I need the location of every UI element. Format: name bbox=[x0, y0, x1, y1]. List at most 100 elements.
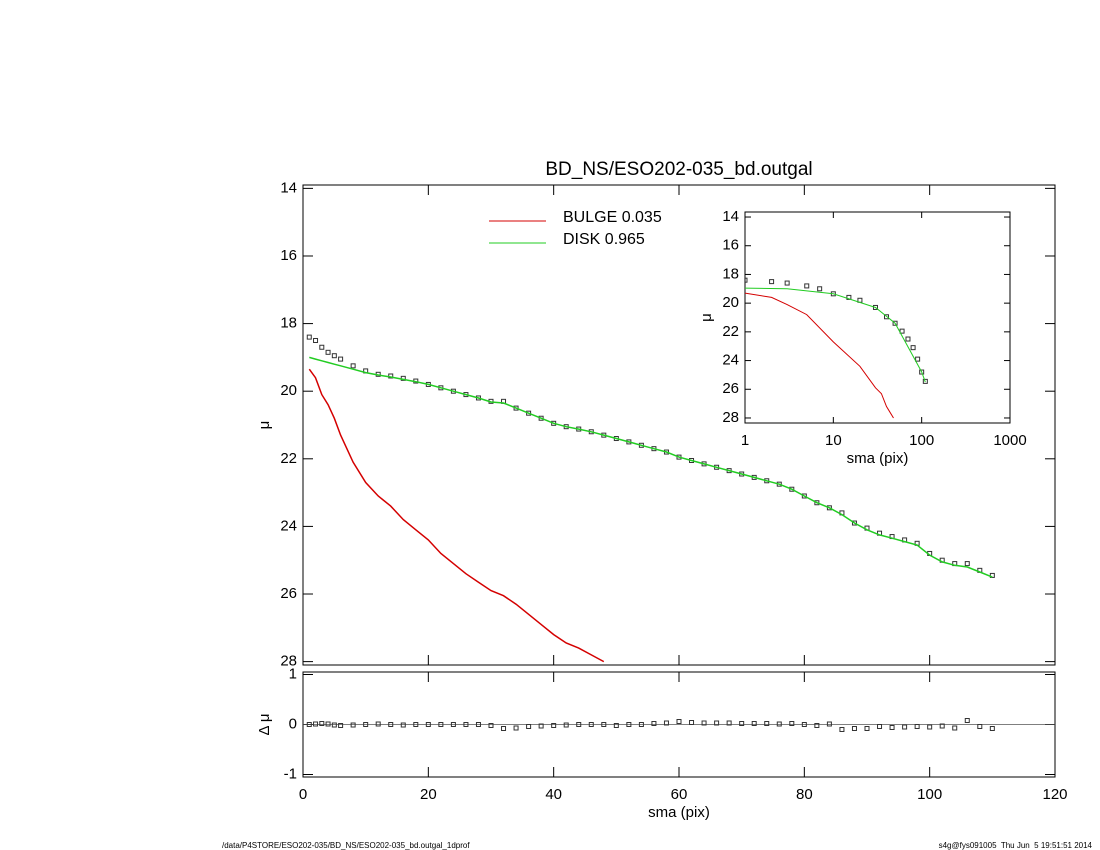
data-point bbox=[902, 724, 908, 730]
data-point bbox=[319, 344, 325, 350]
data-point bbox=[905, 336, 911, 342]
data-point bbox=[701, 720, 707, 726]
data-point bbox=[388, 722, 394, 727]
x-tick-label: 0 bbox=[299, 786, 307, 803]
y-tick-label: 14 bbox=[280, 179, 297, 196]
model-line bbox=[745, 287, 926, 383]
data-point bbox=[676, 719, 682, 724]
data-point bbox=[826, 505, 832, 511]
data-point bbox=[739, 721, 745, 726]
plot-area bbox=[306, 334, 995, 663]
data-point bbox=[350, 722, 356, 728]
data-point bbox=[319, 721, 325, 726]
y-tick-label: 18 bbox=[722, 265, 739, 282]
x-tick-label: 1 bbox=[741, 432, 749, 449]
model-line bbox=[309, 356, 993, 578]
data-point bbox=[826, 721, 832, 727]
data-point bbox=[651, 721, 657, 726]
data-point bbox=[588, 722, 594, 727]
y-tick-label: 16 bbox=[722, 237, 739, 254]
y-tick-label: 28 bbox=[722, 409, 739, 426]
x-tick-label: 80 bbox=[796, 786, 813, 803]
data-point bbox=[851, 520, 857, 526]
data-point bbox=[350, 363, 356, 369]
model-line bbox=[745, 292, 894, 419]
y-axis-label: μ bbox=[256, 421, 273, 430]
x-tick-label: 1000 bbox=[993, 432, 1026, 449]
y-tick-label: 16 bbox=[280, 247, 297, 264]
data-point bbox=[463, 722, 469, 727]
chart-title: BD_NS/ESO202-035_bd.outgal bbox=[545, 159, 812, 180]
y-tick-label: 0 bbox=[289, 715, 297, 732]
data-point bbox=[313, 721, 319, 727]
data-point bbox=[952, 725, 958, 731]
plot-area bbox=[306, 718, 995, 732]
model-line bbox=[308, 368, 605, 663]
data-point bbox=[817, 286, 823, 292]
x-tick-label: 120 bbox=[1042, 786, 1067, 803]
x-tick-label: 20 bbox=[420, 786, 437, 803]
data-point bbox=[576, 722, 582, 727]
data-point bbox=[513, 725, 519, 731]
data-point bbox=[889, 725, 895, 730]
data-point bbox=[910, 345, 916, 351]
data-point bbox=[915, 356, 921, 362]
y-tick-label: 26 bbox=[722, 380, 739, 397]
y-axis-label: μ bbox=[698, 313, 715, 322]
y-axis-label: Δ μ bbox=[256, 713, 273, 735]
x-tick-label: 60 bbox=[671, 786, 688, 803]
data-point bbox=[526, 724, 532, 729]
data-point bbox=[892, 320, 898, 326]
data-point bbox=[851, 726, 857, 731]
data-point bbox=[964, 561, 970, 567]
legend-label: DISK 0.965 bbox=[563, 231, 645, 248]
data-point bbox=[338, 723, 344, 728]
plot-frame bbox=[744, 211, 1011, 424]
data-point bbox=[475, 722, 481, 727]
data-point bbox=[638, 722, 644, 727]
data-point bbox=[801, 493, 807, 499]
data-point bbox=[331, 353, 337, 359]
data-point bbox=[884, 314, 890, 320]
y-tick-label: 24 bbox=[280, 517, 297, 534]
y-tick-label: 1 bbox=[289, 665, 297, 682]
footer-left: /data/P4STORE/ESO202-035/BD_NS/ESO202-03… bbox=[222, 841, 470, 850]
y-tick-label: 18 bbox=[280, 315, 297, 332]
data-point bbox=[764, 721, 770, 726]
data-point bbox=[927, 724, 933, 730]
y-tick-label: 22 bbox=[280, 450, 297, 467]
x-tick-label: 40 bbox=[545, 786, 562, 803]
data-point bbox=[939, 723, 945, 729]
y-tick-label: 26 bbox=[280, 585, 297, 602]
data-point bbox=[601, 722, 607, 727]
data-point bbox=[801, 722, 807, 727]
data-point bbox=[804, 283, 810, 289]
data-point bbox=[325, 349, 331, 355]
data-point bbox=[714, 720, 720, 726]
data-point bbox=[977, 724, 983, 729]
data-point bbox=[626, 722, 632, 727]
data-point bbox=[864, 726, 870, 731]
data-point bbox=[745, 277, 748, 283]
legend-label: BULGE 0.035 bbox=[563, 209, 662, 226]
data-point bbox=[726, 720, 732, 726]
data-point bbox=[776, 721, 782, 727]
y-tick-label: 20 bbox=[280, 382, 297, 399]
data-point bbox=[501, 726, 507, 731]
data-point bbox=[425, 722, 431, 727]
data-point bbox=[689, 720, 695, 725]
y-tick-label: 28 bbox=[280, 653, 297, 670]
data-point bbox=[922, 378, 928, 384]
data-point bbox=[613, 723, 619, 728]
data-point bbox=[914, 724, 920, 729]
data-point bbox=[789, 486, 795, 492]
x-axis-label: sma (pix) bbox=[648, 804, 710, 821]
data-point bbox=[872, 304, 878, 310]
data-point bbox=[488, 723, 494, 728]
y-tick-label: 20 bbox=[722, 294, 739, 311]
data-point bbox=[375, 721, 381, 727]
x-axis-label: sma (pix) bbox=[847, 450, 909, 467]
data-point bbox=[751, 721, 757, 726]
data-point bbox=[400, 722, 406, 728]
